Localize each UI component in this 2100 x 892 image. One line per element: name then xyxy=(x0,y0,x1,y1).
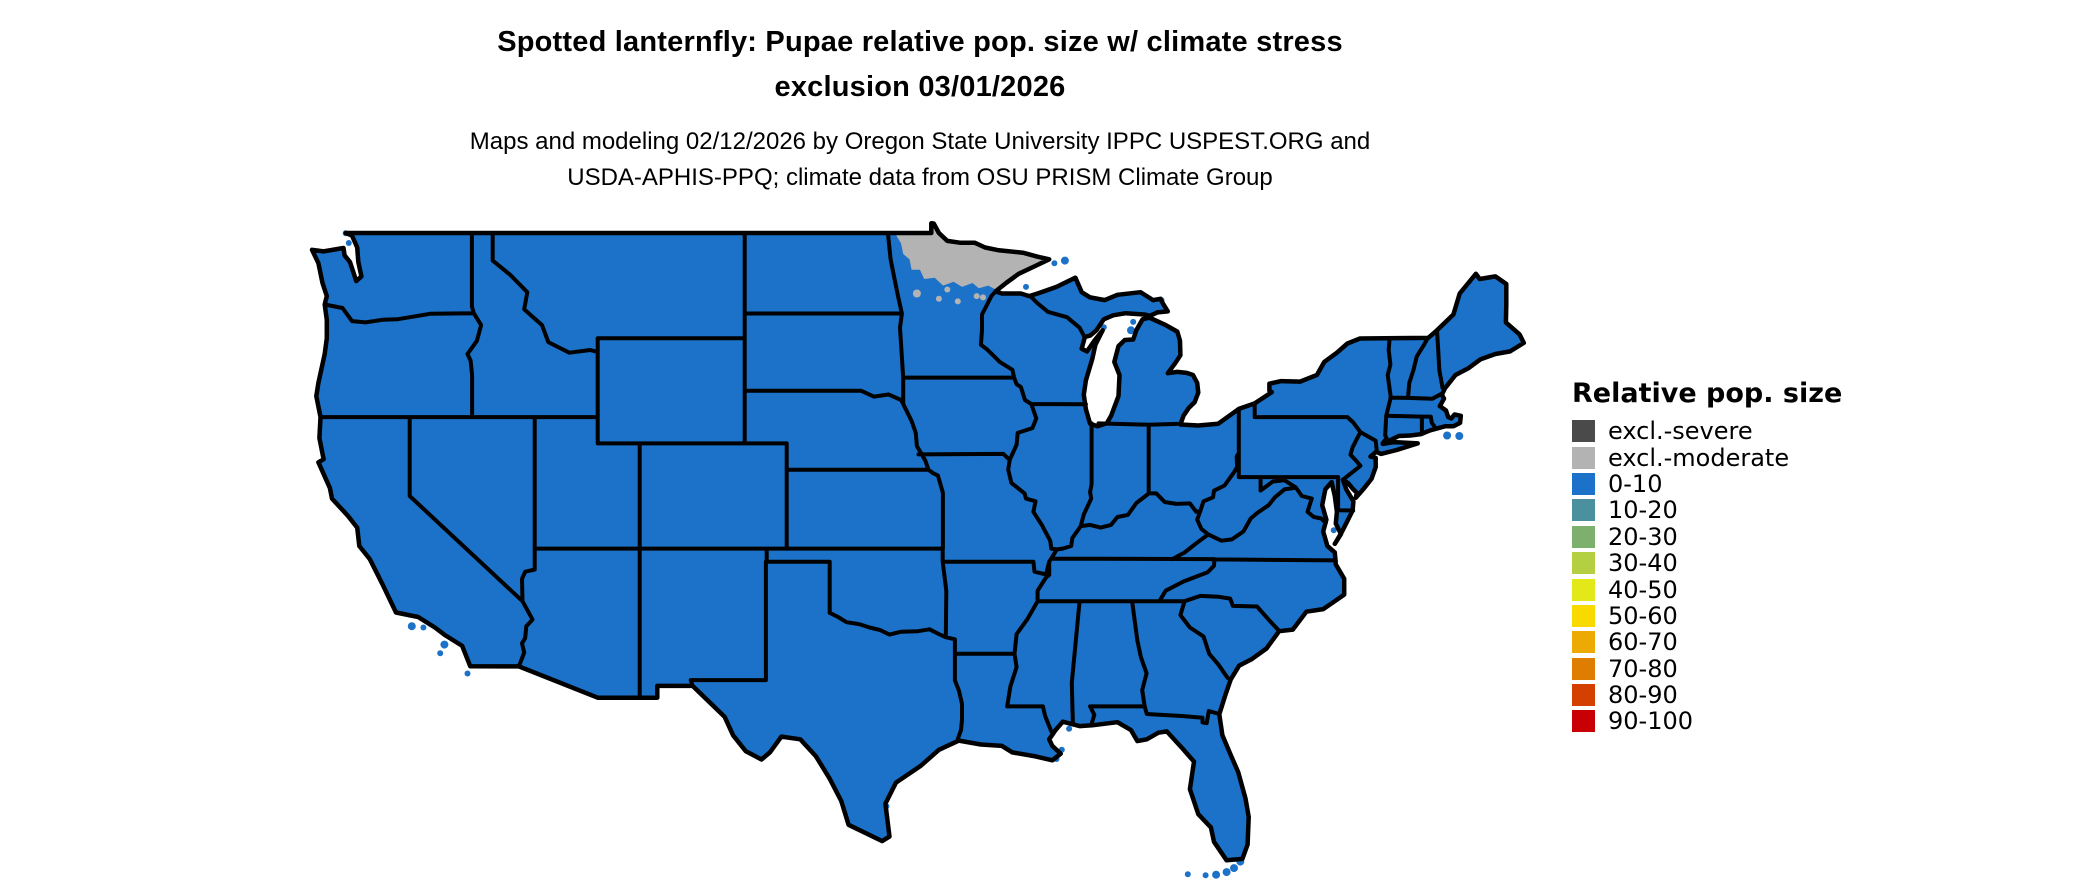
map-island-dot xyxy=(1330,527,1337,534)
map-island-dot xyxy=(1443,431,1452,440)
legend-label: 60-70 xyxy=(1608,628,1678,657)
map-island-dot xyxy=(1184,871,1191,878)
legend-label: 20-30 xyxy=(1608,522,1678,551)
legend-row: 80-90 xyxy=(1572,682,1842,708)
map-exclusion-region xyxy=(894,223,1050,290)
map-island-dot xyxy=(437,650,444,657)
figure-subtitle: Maps and modeling 02/12/2026 by Oregon S… xyxy=(350,124,1490,196)
map-exclusion-speckle xyxy=(954,298,961,305)
legend-swatch xyxy=(1572,552,1595,575)
map-island-dot xyxy=(1130,318,1137,325)
legend-swatch xyxy=(1572,420,1595,443)
legend-row: 70-80 xyxy=(1572,656,1842,682)
legend-label: 40-50 xyxy=(1608,575,1678,604)
legend-swatch xyxy=(1572,525,1595,548)
map-island-dot xyxy=(407,622,416,631)
map-island-dot xyxy=(345,240,352,246)
map-island-dot xyxy=(440,640,449,649)
figure-title-line2: exclusion 03/01/2026 xyxy=(774,71,1066,103)
legend: Relative pop. size excl.-severe excl.-mod… xyxy=(1572,378,1842,735)
map-island-dot xyxy=(1060,256,1069,265)
legend-label: 0-10 xyxy=(1608,469,1663,498)
figure-title-line1: Spotted lanternfly: Pupae relative pop. … xyxy=(497,26,1343,58)
figure-header: Spotted lanternfly: Pupae relative pop. … xyxy=(350,20,1490,196)
map-island-dot xyxy=(1212,870,1221,879)
legend-row: 10-20 xyxy=(1572,497,1842,523)
map-island-dot xyxy=(1023,283,1029,290)
legend-label: excl.-severe xyxy=(1608,417,1753,446)
map-exclusion-speckle xyxy=(935,295,942,302)
map-island-dot xyxy=(1222,868,1231,877)
legend-row: 30-40 xyxy=(1572,550,1842,576)
legend-swatch xyxy=(1572,604,1595,627)
legend-label: 30-40 xyxy=(1608,549,1678,578)
map-island-dot xyxy=(1127,326,1135,335)
legend-label: 80-90 xyxy=(1608,681,1678,710)
legend-label: excl.-moderate xyxy=(1608,443,1790,472)
map-exclusion-speckle xyxy=(980,294,986,301)
legend-label: 10-20 xyxy=(1608,496,1678,525)
legend-row: 0-10 xyxy=(1572,471,1842,497)
map-land xyxy=(312,223,1524,861)
legend-swatch xyxy=(1572,446,1595,469)
map-island-dot xyxy=(1051,260,1058,267)
legend-row: 40-50 xyxy=(1572,576,1842,602)
figure-subtitle-line1: Maps and modeling 02/12/2026 by Oregon S… xyxy=(469,128,1371,155)
figure-title: Spotted lanternfly: Pupae relative pop. … xyxy=(350,20,1490,110)
map-exclusion-speckle xyxy=(912,289,921,298)
legend-swatch xyxy=(1572,631,1595,654)
map-exclusion-speckle xyxy=(973,293,980,300)
legend-swatch xyxy=(1572,684,1595,707)
legend-label: 90-100 xyxy=(1608,707,1694,736)
map-island-dot xyxy=(1455,432,1464,440)
map-outline xyxy=(309,221,1527,863)
legend-label: 50-60 xyxy=(1608,601,1678,630)
legend-swatch xyxy=(1572,499,1595,522)
legend-swatch xyxy=(1572,710,1595,733)
figure-subtitle-line2: USDA-APHIS-PPQ; climate data from OSU PR… xyxy=(567,164,1273,191)
legend-title: Relative pop. size xyxy=(1572,378,1843,409)
map-island-dot xyxy=(464,670,471,677)
map-island-dot xyxy=(1230,864,1238,873)
legend-row: 90-100 xyxy=(1572,708,1842,734)
map-island-dot xyxy=(1202,872,1209,879)
legend-row: excl.-moderate xyxy=(1572,444,1842,470)
legend-row: 60-70 xyxy=(1572,629,1842,655)
legend-swatch xyxy=(1572,472,1595,495)
map-island-dot xyxy=(420,624,427,631)
legend-label: 70-80 xyxy=(1608,654,1678,683)
legend-swatch xyxy=(1572,578,1595,601)
legend-swatch xyxy=(1572,657,1595,680)
map-island-dot xyxy=(1066,725,1073,732)
legend-row: 20-30 xyxy=(1572,524,1842,550)
map-state-borders xyxy=(318,231,1445,741)
legend-row: excl.-severe xyxy=(1572,418,1842,444)
map-exclusion-speckle xyxy=(944,286,951,293)
legend-row: 50-60 xyxy=(1572,603,1842,629)
legend-items: excl.-severe excl.-moderate 0-10 10-20 20-30… xyxy=(1572,418,1842,735)
